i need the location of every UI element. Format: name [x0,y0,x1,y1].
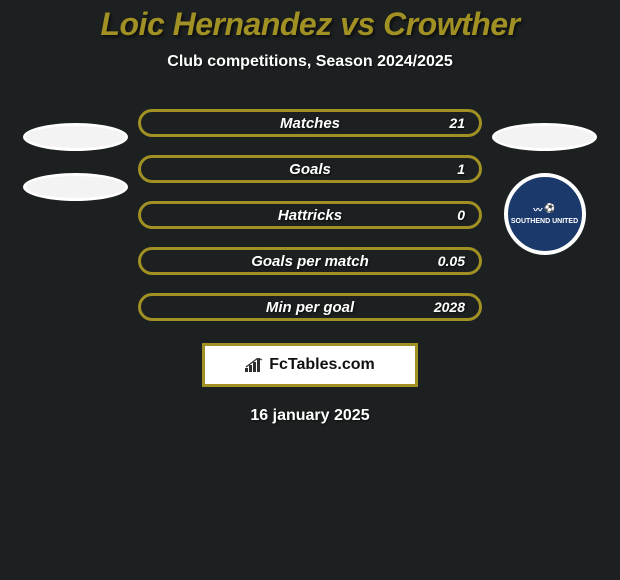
stat-bar: Min per goal 2028 [138,293,482,321]
comparison-infographic: Loic Hernandez vs Crowther Club competit… [0,0,620,580]
left-side [23,109,128,201]
right-side: 〰⚽ SOUTHEND UNITED [492,109,597,255]
club-crest: 〰⚽ SOUTHEND UNITED [504,173,586,255]
stat-label: Matches [280,115,340,132]
brand-text: FcTables.com [269,356,375,374]
brand-badge: FcTables.com [202,343,418,387]
stat-label: Goals [289,161,331,178]
right-placeholder-1 [492,123,597,151]
date-text: 16 january 2025 [250,407,369,425]
left-placeholder-2 [23,173,128,201]
left-placeholder-1 [23,123,128,151]
stat-bar: Matches 21 [138,109,482,137]
stat-bar: Goals per match 0.05 [138,247,482,275]
stat-label: Goals per match [251,253,369,270]
page-subtitle: Club competitions, Season 2024/2025 [167,53,452,71]
stat-value-right: 2028 [434,299,465,315]
stat-label: Hattricks [278,207,342,224]
crest-text: SOUTHEND UNITED [511,218,578,225]
page-title: Loic Hernandez vs Crowther [100,6,519,43]
stat-bars: Matches 21 Goals 1 Hattricks 0 Goals per… [138,109,482,321]
crest-emblem-icon: 〰⚽ [533,203,555,216]
stat-bar: Hattricks 0 [138,201,482,229]
stat-label: Min per goal [266,299,354,316]
chart-icon [245,358,263,372]
stat-bar: Goals 1 [138,155,482,183]
stat-value-right: 1 [457,161,465,177]
stat-value-right: 0.05 [438,253,465,269]
stat-value-right: 0 [457,207,465,223]
stat-value-right: 21 [449,115,465,131]
comparison-body: Matches 21 Goals 1 Hattricks 0 Goals per… [0,109,620,321]
